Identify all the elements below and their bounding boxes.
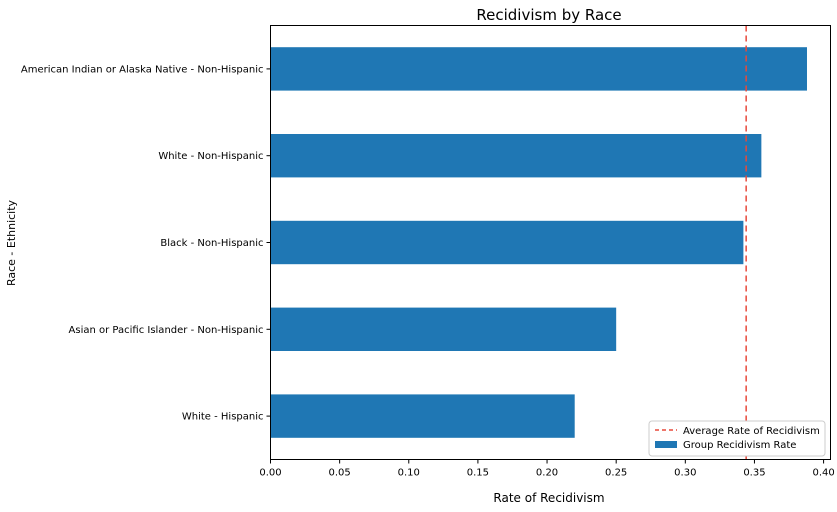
bars-group [270, 47, 807, 438]
y-tick-label: Black - Non-Hispanic [160, 238, 263, 249]
x-tick-label: 0.10 [398, 468, 420, 479]
x-tick-label: 0.00 [259, 468, 281, 479]
legend-reference-line-label: Average Rate of Recidivism [683, 426, 820, 437]
y-tick-label: Asian or Pacific Islander - Non-Hispanic [69, 325, 264, 336]
x-tick-label: 0.35 [743, 468, 765, 479]
bar [270, 134, 762, 178]
y-axis-label: Race - Ethnicity [5, 199, 18, 286]
y-tick-label: American Indian or Alaska Native - Non-H… [21, 64, 264, 75]
y-axis-ticks: White - Hispanic Asian or Pacific Islande… [21, 64, 271, 423]
x-tick-label: 0.20 [536, 468, 558, 479]
x-axis-label: Rate of Recidivism [493, 491, 604, 505]
chart-title: Recidivism by Race [476, 6, 621, 24]
legend-series-label: Group Recidivism Rate [683, 440, 796, 451]
x-tick-label: 0.25 [605, 468, 627, 479]
bar [270, 394, 575, 438]
bar [270, 220, 744, 265]
x-tick-label: 0.15 [467, 468, 489, 479]
bar [270, 47, 807, 91]
x-tick-label: 0.05 [329, 468, 351, 479]
legend: Average Rate of Recidivism Group Recidiv… [648, 420, 826, 457]
y-tick-label: White - Hispanic [182, 412, 264, 423]
y-tick-label: White - Non-Hispanic [158, 151, 263, 162]
x-axis-ticks: 0.00 0.05 0.10 0.15 0.20 0.25 0.30 0.35 0.40 [259, 459, 835, 479]
bar [270, 307, 617, 351]
legend-bar-swatch [655, 441, 677, 448]
x-tick-label: 0.30 [674, 468, 696, 479]
x-tick-label: 0.40 [812, 468, 834, 479]
legend-box [648, 420, 826, 457]
